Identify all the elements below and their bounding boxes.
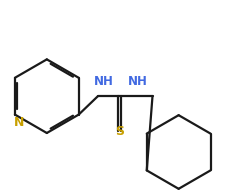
- Text: N: N: [14, 116, 25, 129]
- Text: S: S: [115, 125, 124, 138]
- Text: NH: NH: [128, 75, 148, 88]
- Text: NH: NH: [94, 75, 114, 88]
